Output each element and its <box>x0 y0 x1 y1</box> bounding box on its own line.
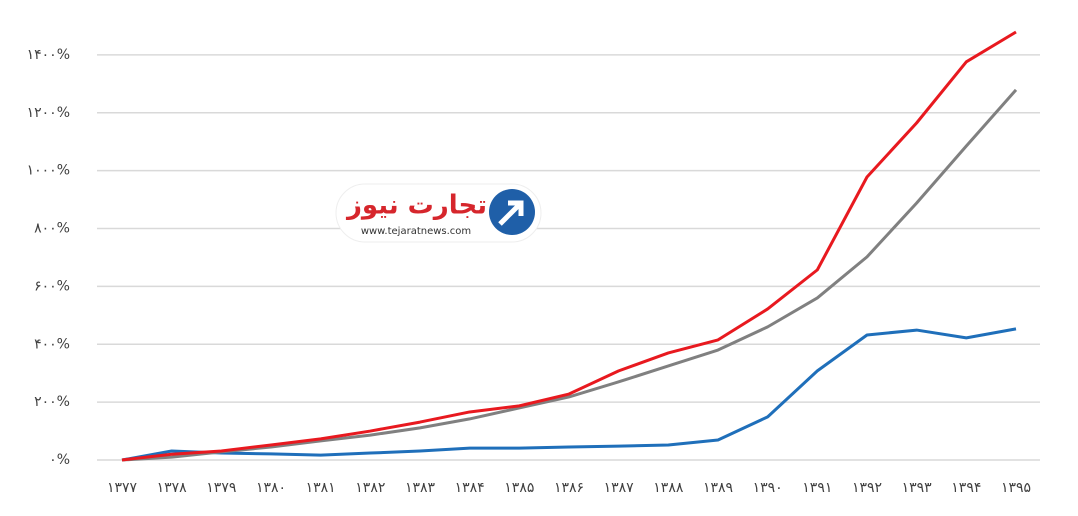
x-tick-label: ۱۳۸۵ <box>504 480 534 496</box>
y-tick-label: ۲۰۰% <box>34 394 70 410</box>
x-tick-label: ۱۳۹۱ <box>802 480 832 496</box>
x-tick-label: ۱۳۷۷ <box>107 480 138 496</box>
y-tick-label: ۸۰۰% <box>34 221 70 237</box>
y-tick-label: ۴۰۰% <box>34 336 70 352</box>
x-tick-label: ۱۳۹۵ <box>1001 480 1031 496</box>
x-tick-label: ۱۳۸۱ <box>306 480 336 496</box>
x-tick-label: ۱۳۸۸ <box>653 480 684 496</box>
watermark-arrow <box>498 200 524 226</box>
y-tick-label: ۱۲۰۰% <box>27 105 70 121</box>
x-tick-label: ۱۳۹۳ <box>902 480 933 496</box>
x-tick-label: ۱۳۸۲ <box>355 480 385 496</box>
series-line <box>121 30 1017 462</box>
watermark: تجارت نیوز www.tejaratnews.com <box>335 183 542 243</box>
x-tick-label: ۱۳۸۰ <box>256 480 286 496</box>
x-tick-label: ۱۳۸۳ <box>405 480 436 496</box>
x-tick-label: ۱۳۷۸ <box>157 480 188 496</box>
x-tick-label: ۱۳۸۹ <box>703 480 733 496</box>
x-tick-label: ۱۳۹۴ <box>951 480 981 496</box>
watermark-url: www.tejaratnews.com <box>361 226 471 237</box>
y-tick-label: ۰% <box>49 452 70 468</box>
watermark-badge <box>335 183 542 243</box>
series-line <box>121 88 1018 462</box>
x-tick-label: ۱۳۹۲ <box>852 480 882 496</box>
x-tick-label: ۱۳۸۶ <box>554 480 584 496</box>
y-tick-label: ۱۴۰۰% <box>27 47 70 63</box>
x-tick-label: ۱۳۸۴ <box>455 480 485 496</box>
x-tick-label: ۱۳۹۰ <box>753 480 783 496</box>
x-tick-label: ۱۳۸۷ <box>604 480 635 496</box>
series-line <box>121 327 1017 462</box>
x-tick-label: ۱۳۷۹ <box>206 480 236 496</box>
watermark-title: تجارت نیوز <box>345 191 487 221</box>
y-tick-label: ۱۰۰۰% <box>27 163 70 179</box>
y-tick-label: ۶۰۰% <box>34 278 70 294</box>
